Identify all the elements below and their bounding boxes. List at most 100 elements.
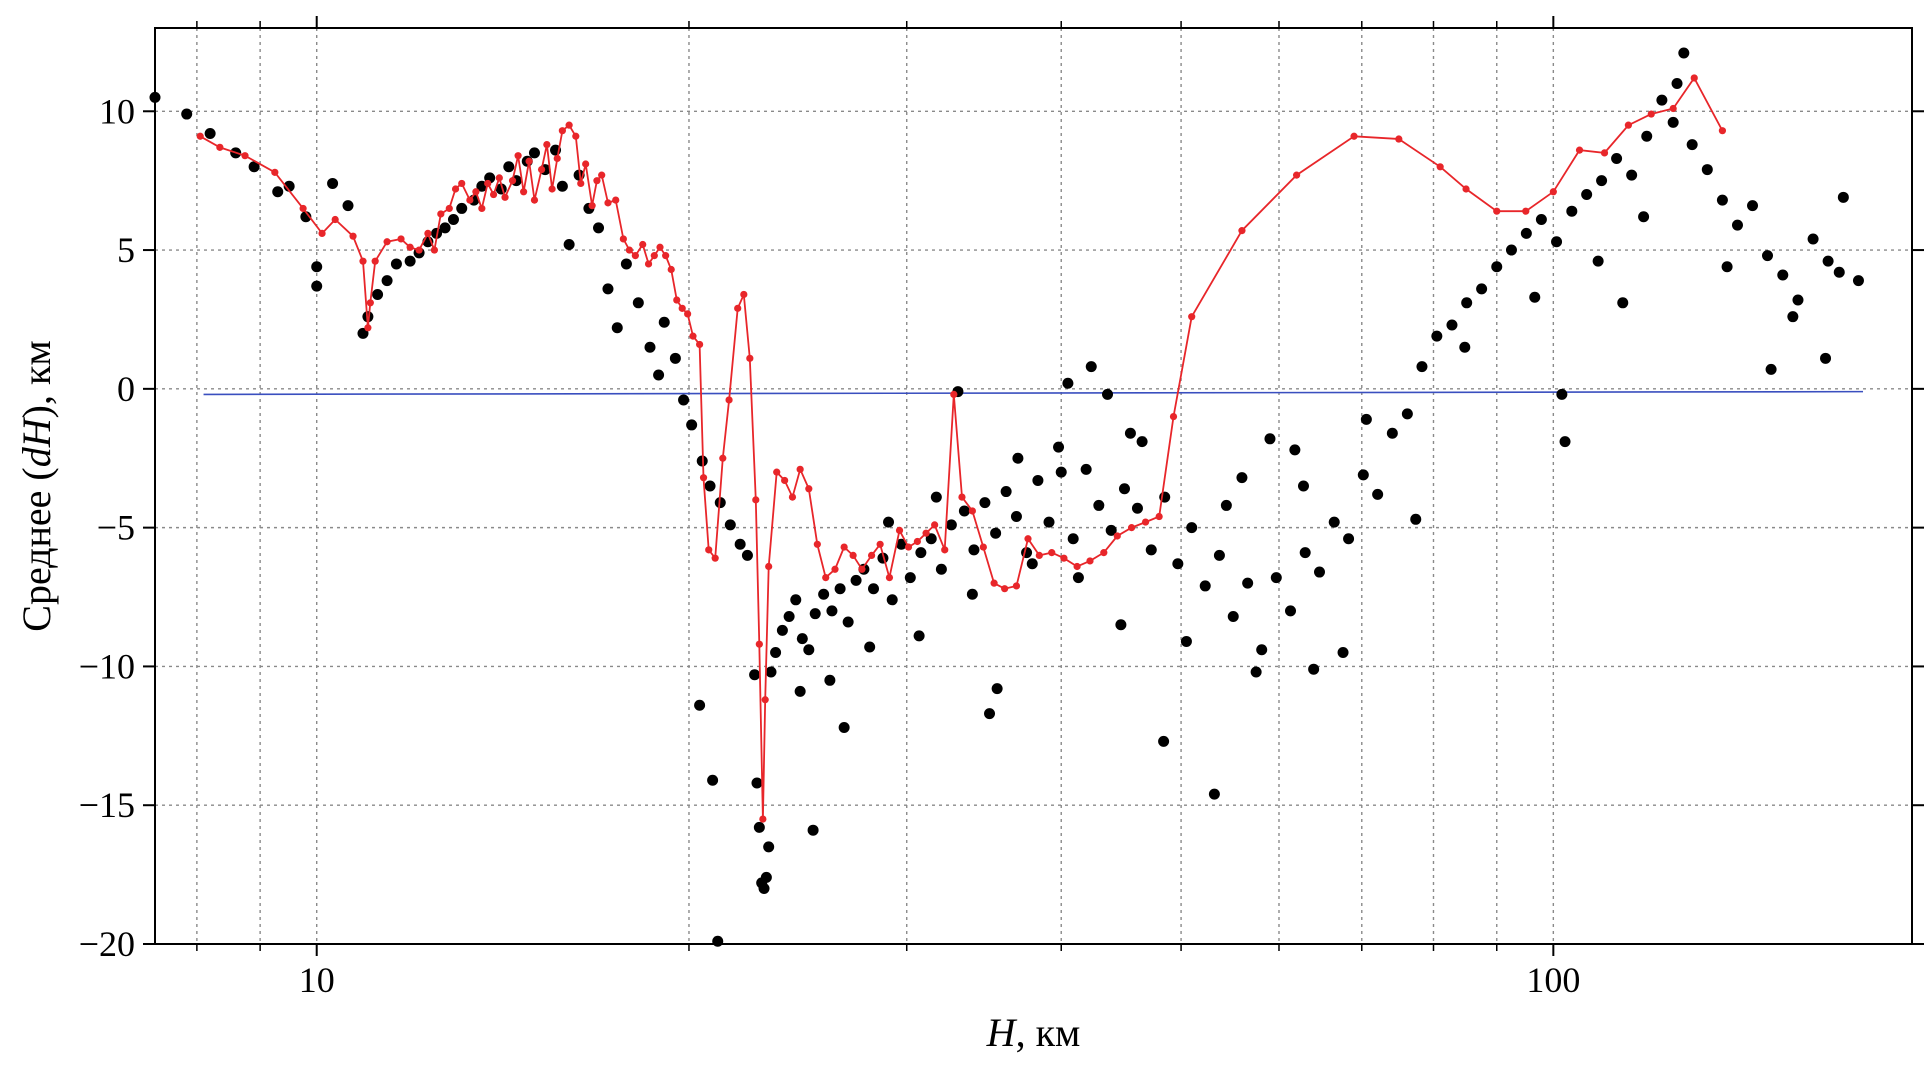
y-tick-label: −20 <box>79 924 135 964</box>
scatter-point <box>1158 735 1170 747</box>
scatter-point <box>248 161 260 173</box>
scatter-point <box>1256 644 1268 656</box>
scatter-point <box>1299 547 1311 559</box>
mean-line-marker <box>667 265 675 274</box>
mean-line-marker <box>537 165 546 174</box>
mean-line-marker <box>1690 74 1698 82</box>
mean-line-marker <box>514 152 522 160</box>
scatter-point <box>1820 352 1832 364</box>
mean-line-marker <box>1188 313 1196 321</box>
mean-line-marker <box>734 304 742 312</box>
mean-line-marker <box>271 168 279 176</box>
scatter-point <box>1667 116 1679 128</box>
mean-line-marker <box>196 132 204 140</box>
mean-line-marker <box>604 199 612 207</box>
mean-line-marker <box>1128 524 1136 532</box>
scatter-point <box>1208 788 1220 800</box>
scatter-point <box>1026 558 1038 570</box>
scatter-point <box>895 538 907 550</box>
mean-line-layer <box>196 74 1727 823</box>
mean-line-marker <box>543 140 551 149</box>
scatter-point <box>1852 275 1864 287</box>
scatter-point <box>1792 294 1804 306</box>
mean-line-marker <box>1350 132 1358 140</box>
mean-line-marker <box>359 257 367 265</box>
scatter-point <box>1227 610 1239 622</box>
scatter-point <box>864 641 876 653</box>
scatter-point <box>1520 227 1532 239</box>
mean-line-marker <box>822 574 830 582</box>
mean-line-marker <box>1669 104 1677 113</box>
mean-line-marker <box>582 160 590 168</box>
scatter-point <box>1559 436 1571 448</box>
scatter-point <box>1242 577 1254 589</box>
mean-line-marker <box>508 177 517 185</box>
mean-line-marker <box>1060 554 1068 562</box>
scatter-point <box>796 633 808 645</box>
scatter-point <box>1777 269 1789 281</box>
mean-line-marker <box>913 537 921 546</box>
scatter-point <box>991 683 1003 695</box>
mean-line-marker <box>383 238 391 246</box>
grid <box>155 28 1912 945</box>
mean-line-marker <box>1238 227 1246 235</box>
scatter-point <box>1105 524 1117 536</box>
scatter-point <box>372 288 384 300</box>
scatter-point <box>300 211 312 223</box>
scatter-point <box>556 180 568 192</box>
scatter-point <box>776 624 788 636</box>
mean-line-marker <box>644 260 653 268</box>
scatter-point <box>1043 516 1055 528</box>
scatter-point <box>753 821 765 833</box>
mean-line-marker <box>796 465 804 473</box>
mean-line-marker <box>1113 532 1121 540</box>
scatter-point <box>724 519 736 531</box>
mean-line-marker <box>1048 549 1056 557</box>
scatter-point <box>741 549 753 561</box>
scatter-point <box>984 708 996 720</box>
scatter-point <box>1085 361 1097 373</box>
mean-line-marker <box>689 332 697 340</box>
scatter-point <box>1357 469 1369 481</box>
scatter-point <box>644 341 656 353</box>
mean-line-marker <box>656 243 664 251</box>
scatter-point <box>503 161 515 173</box>
scatter-point <box>593 222 605 234</box>
mean-line-marker <box>565 121 573 129</box>
scatter-point <box>1313 566 1325 578</box>
scatter-point <box>935 563 947 575</box>
mean-line-marker <box>1575 146 1584 154</box>
scatter-point <box>1337 647 1349 659</box>
mean-line-marker <box>553 154 561 163</box>
scatter-point <box>1410 513 1422 525</box>
mean-line-marker <box>588 202 596 210</box>
scatter-point <box>1080 463 1092 475</box>
scatter-point <box>686 419 698 431</box>
mean-line-marker <box>1073 562 1081 571</box>
mean-line-marker <box>684 310 692 318</box>
scatter-point <box>1833 266 1845 278</box>
scatter-point <box>1289 444 1301 456</box>
mean-line-marker <box>1086 557 1094 565</box>
scatter-point <box>826 605 838 617</box>
scatter-point <box>818 588 830 600</box>
scatter-point <box>704 480 716 492</box>
mean-line-marker <box>371 257 379 265</box>
scatter-point <box>1581 189 1593 201</box>
scatter-point <box>915 547 927 559</box>
scatter-point <box>850 574 862 586</box>
zero-line-layer <box>203 390 1864 396</box>
mean-line-marker <box>885 574 894 582</box>
mean-line-marker <box>805 485 813 493</box>
scatter-point <box>1093 499 1105 511</box>
scatter-points <box>149 47 1864 947</box>
mean-line-marker <box>299 204 307 213</box>
scatter-point <box>283 180 295 192</box>
mean-line-marker <box>1600 149 1609 157</box>
scatter-point <box>1656 94 1668 106</box>
mean-line-marker <box>699 474 708 482</box>
y-tick-label: 0 <box>117 369 135 409</box>
scatter-point <box>883 516 895 528</box>
scatter-point <box>886 594 898 606</box>
mean-line-marker <box>437 210 445 218</box>
